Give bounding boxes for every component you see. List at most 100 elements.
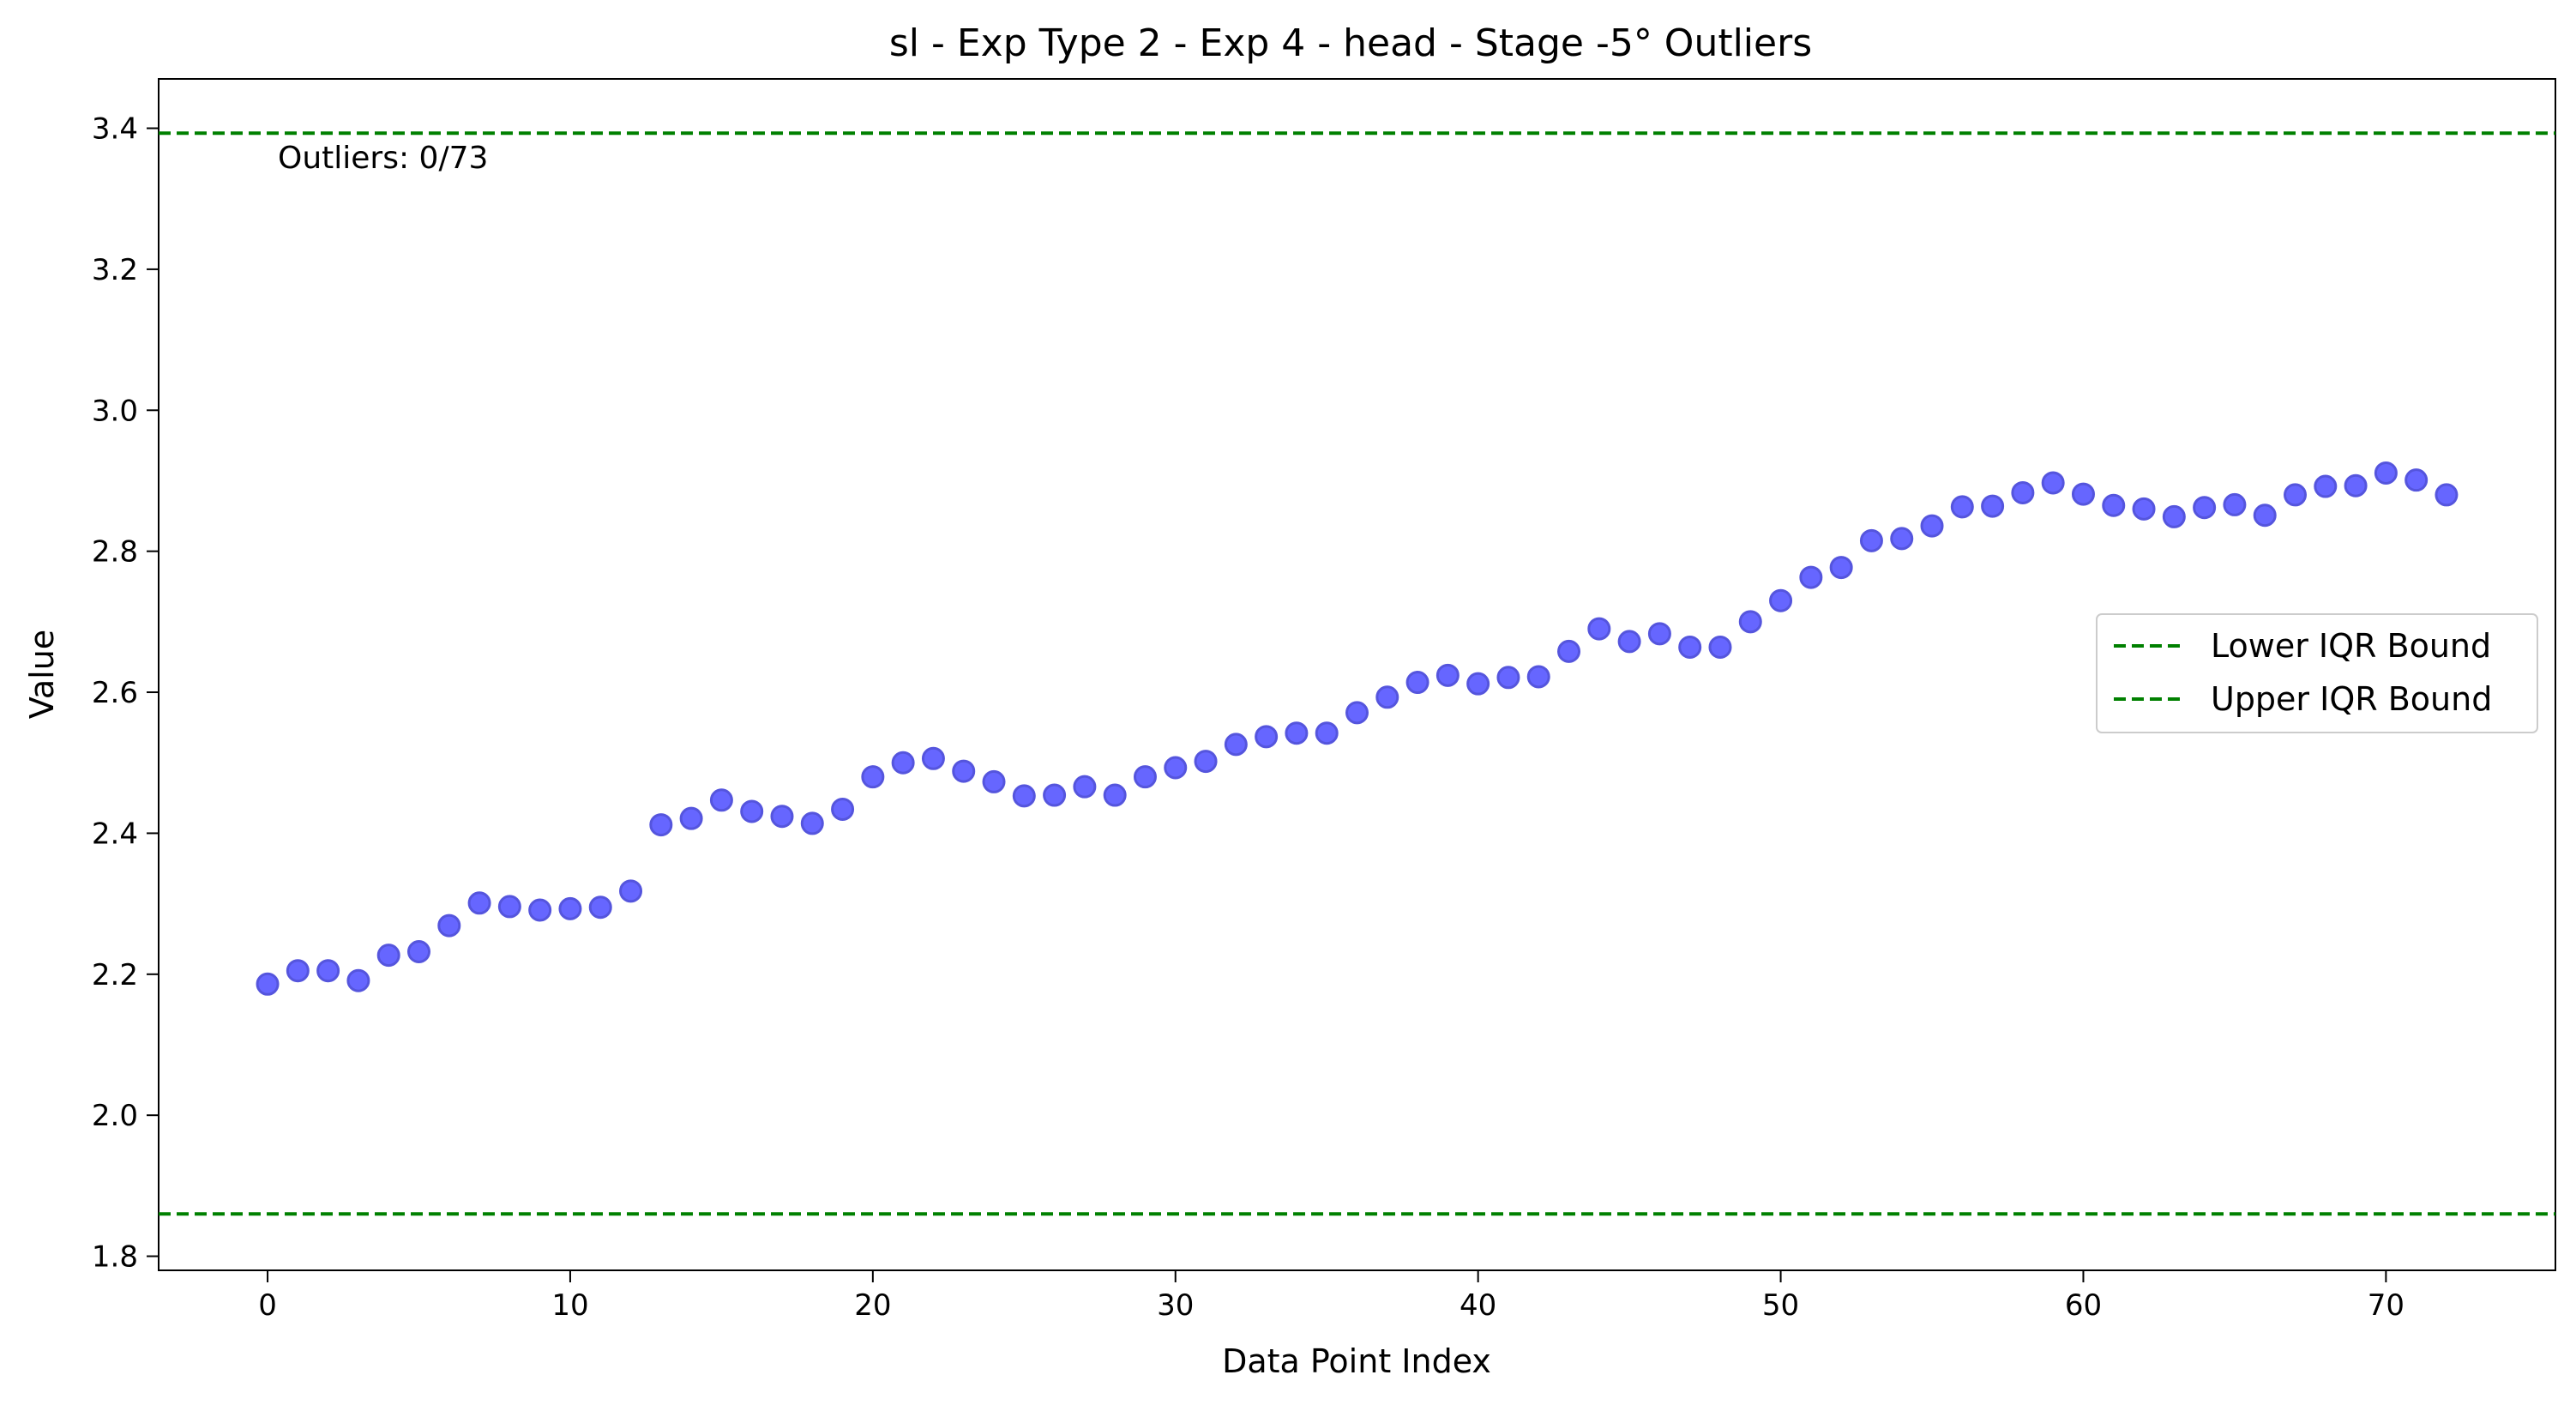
data-point: [316, 959, 340, 983]
data-point: [1435, 663, 1460, 687]
data-point: [982, 769, 1006, 793]
data-point: [1617, 630, 1641, 654]
data-point: [1164, 756, 1188, 780]
y-tick-label: 2.2: [92, 958, 138, 992]
data-point: [770, 805, 794, 829]
data-point: [1103, 783, 1127, 807]
data-point: [1345, 701, 1369, 725]
x-tick-label: 10: [551, 1288, 588, 1323]
data-point: [1012, 784, 1036, 808]
legend-lower-label: Lower IQR Bound: [2211, 627, 2491, 665]
legend-box: [2096, 613, 2538, 733]
data-point: [800, 811, 824, 835]
data-points: [256, 461, 2459, 996]
data-point: [1950, 495, 1974, 519]
data-point: [346, 968, 370, 992]
data-point: [1073, 775, 1097, 799]
data-point: [1224, 733, 1248, 757]
data-point: [497, 895, 521, 919]
data-point: [2284, 483, 2308, 507]
data-point: [2404, 468, 2429, 492]
outlier-count-annotation: Outliers: 0/73: [278, 141, 488, 176]
data-point: [2223, 492, 2247, 516]
data-point: [831, 797, 855, 821]
x-tick-label: 40: [1460, 1288, 1496, 1323]
data-point: [406, 940, 430, 964]
data-point: [1285, 721, 1309, 745]
x-tick-label: 0: [258, 1288, 277, 1323]
data-point: [1043, 783, 1067, 807]
data-point: [286, 959, 310, 983]
data-point: [1738, 610, 1762, 634]
data-point: [1890, 527, 1914, 551]
data-point: [2374, 461, 2398, 485]
y-tick-label: 2.0: [92, 1099, 138, 1133]
data-point: [2071, 482, 2095, 506]
data-point: [2253, 504, 2277, 528]
data-point: [1526, 665, 1550, 689]
data-point: [558, 896, 582, 920]
x-axis-label: Data Point Index: [1222, 1342, 1491, 1380]
data-point: [1859, 528, 1883, 552]
data-point: [467, 891, 491, 915]
data-point: [861, 765, 885, 789]
legend-upper-label: Upper IQR Bound: [2211, 680, 2492, 718]
y-tick-label: 2.8: [92, 535, 138, 570]
y-tick-label: 2.4: [92, 817, 138, 851]
data-point: [528, 898, 552, 922]
data-point: [376, 944, 400, 968]
data-point: [2314, 474, 2338, 498]
data-point: [1708, 635, 1732, 659]
data-point: [709, 788, 733, 812]
data-point: [588, 895, 612, 920]
y-tick-label: 3.0: [92, 394, 138, 428]
data-point: [1587, 617, 1611, 641]
data-point: [1466, 672, 1490, 696]
x-tick-label: 50: [1762, 1288, 1799, 1323]
data-point: [1557, 639, 1581, 663]
y-axis-label: Value: [23, 630, 61, 719]
data-point: [1920, 514, 1944, 538]
data-point: [2193, 496, 2217, 520]
data-point: [740, 799, 764, 823]
y-tick-label: 3.2: [92, 253, 138, 287]
y-tick-label: 2.6: [92, 676, 138, 710]
data-point: [1981, 494, 2005, 518]
plot-area: 0 10 20 30 40 50 60 70 1.8 2.0 2.2 2.4 2.6 2.8 3.0 3.2…: [92, 78, 2556, 1323]
data-point: [1405, 671, 1429, 695]
legend: Lower IQR Bound Upper IQR Bound: [2096, 613, 2538, 733]
data-point: [2102, 493, 2126, 517]
data-point: [1769, 588, 1793, 612]
chart-title: sl - Exp Type 2 - Exp 4 - head - Stage -…: [889, 21, 1812, 65]
data-point: [619, 879, 643, 903]
data-point: [256, 972, 280, 996]
y-tick-label: 1.8: [92, 1240, 138, 1275]
y-tick-label: 3.4: [92, 112, 138, 147]
iqr-bounds: [159, 131, 2555, 1216]
x-axis: 0 10 20 30 40 50 60 70: [258, 1270, 2404, 1323]
data-point: [2011, 480, 2035, 504]
data-point: [679, 806, 703, 830]
data-point: [649, 813, 673, 837]
data-point: [952, 759, 976, 783]
data-point: [1829, 556, 1853, 580]
data-point: [2041, 471, 2065, 495]
data-point: [921, 746, 945, 770]
x-tick-label: 60: [2065, 1288, 2102, 1323]
data-point: [1678, 635, 1702, 659]
x-tick-label: 20: [854, 1288, 891, 1323]
data-point: [1133, 765, 1157, 789]
x-tick-label: 30: [1157, 1288, 1194, 1323]
data-point: [2162, 504, 2186, 528]
plot-frame: [158, 78, 2556, 1271]
data-point: [2132, 497, 2156, 521]
data-point: [1799, 565, 1823, 589]
y-axis: 1.8 2.0 2.2 2.4 2.6 2.8 3.0 3.2 3.4: [92, 112, 159, 1275]
data-point: [1255, 725, 1279, 749]
data-point: [2435, 483, 2459, 507]
data-point: [1194, 750, 1218, 774]
x-tick-label: 70: [2368, 1288, 2404, 1323]
data-point: [1315, 721, 1339, 745]
data-point: [891, 751, 915, 775]
